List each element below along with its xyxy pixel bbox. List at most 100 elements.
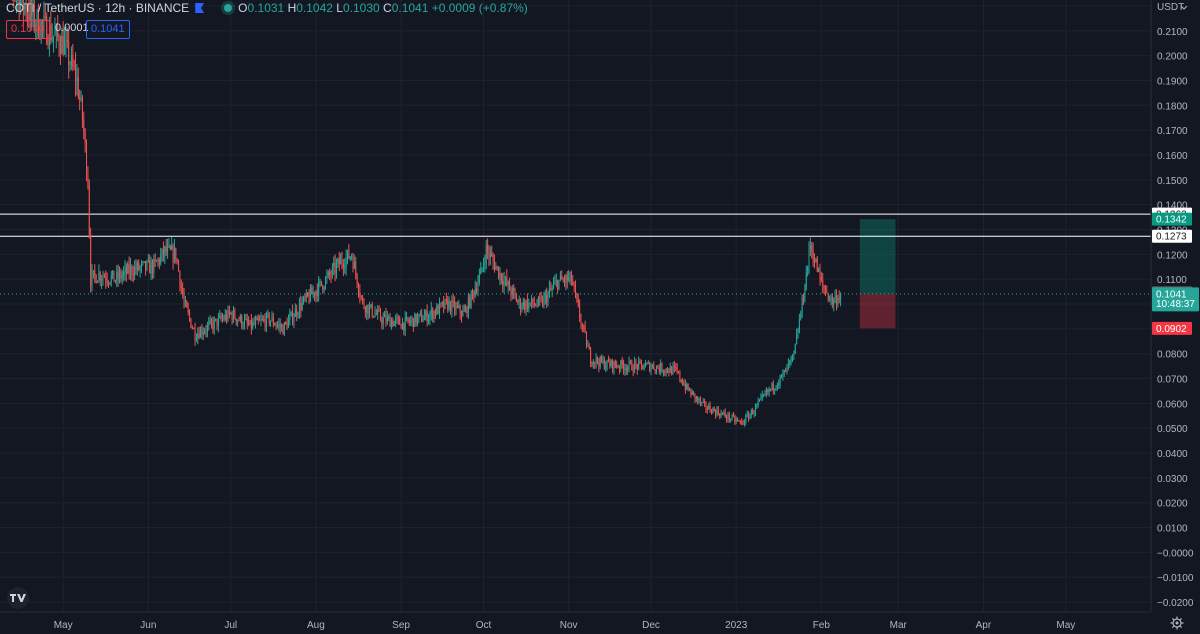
candle-body [831,295,833,305]
candle-body [142,261,144,264]
candle [375,308,377,316]
candle-body [800,313,802,320]
candle [759,398,761,402]
candle [612,358,614,374]
candle [61,27,63,55]
candle-body [143,261,145,263]
candle [183,288,185,309]
sell-button[interactable]: 0.1040 [6,20,50,39]
candle-body [531,298,533,304]
candle-body [506,277,508,285]
long-position-tool[interactable] [859,219,896,329]
candle [726,414,728,423]
candle-body [33,5,35,27]
symbol-title[interactable]: COTI / TetherUS · 12h · BINANCE [6,1,190,15]
candle [392,317,394,328]
candle-body [833,299,835,305]
candle [382,312,384,330]
buy-button[interactable]: 0.1041 [86,20,130,39]
candle [263,315,265,323]
time-axis[interactable] [0,612,1151,634]
candle-body [316,291,318,296]
candle-body [470,290,472,308]
candle-body [671,366,673,375]
candle-body [439,302,441,314]
candle [64,27,66,55]
candle [357,282,359,298]
candle [808,241,810,275]
candle-body [211,320,213,323]
candle-body [803,297,805,300]
candle-body [724,412,726,417]
candle-body [267,313,269,315]
candle-body [577,298,579,306]
candle-body [705,402,707,409]
candle-body [536,304,538,306]
candle [352,252,354,273]
y-tick-label: 0.0600 [1157,399,1188,410]
candle [400,323,402,329]
candle [14,0,16,3]
candle [546,287,548,309]
candle-body [551,287,553,290]
candle [330,270,332,284]
candle [673,360,675,373]
candle [21,0,23,6]
candle-body [720,412,722,417]
stop-price-tag: 0.0902 [1152,321,1192,335]
candle [298,297,300,319]
candle [307,291,309,298]
candle-body [241,315,243,326]
candle [724,408,726,419]
candle-body [378,310,380,312]
candle [172,243,174,270]
candle [259,315,261,322]
candle [498,266,500,280]
candle [491,245,493,257]
tradingview-logo[interactable] [5,587,31,609]
candle [145,260,147,276]
candle-body [404,317,406,331]
candle-body [65,39,67,42]
candle [223,314,225,322]
x-axis-ticks: May Jun Jul Aug Sep Oct Nov Dec 2023 Feb Mar Apr May [54,620,1076,631]
flag-icon[interactable] [195,3,205,13]
candle-body [97,281,99,284]
candle [657,365,659,369]
candle-body [366,305,368,313]
settings-gear-icon[interactable] [1170,616,1184,630]
candle [665,368,667,377]
candle-body [594,361,596,364]
candle [645,359,647,368]
candle-body [125,267,127,274]
candle-body [292,311,294,322]
loss-zone [859,293,896,329]
candle [760,393,762,401]
candle [547,290,549,307]
candle-body [481,267,483,269]
candle [268,311,270,327]
currency-menu[interactable]: USDT [1152,0,1200,13]
candle [282,323,284,335]
candle [316,283,318,302]
candle-body [437,305,439,314]
candle [514,287,516,300]
candle-body [189,312,191,319]
candle [47,33,49,50]
candle-body [198,333,200,338]
candle [693,391,695,397]
candle [818,267,820,273]
candle-body [384,314,386,318]
candle-body [458,305,460,308]
candle-body [392,320,394,326]
candle [77,67,79,100]
y-tick-label: −0.0000 [1157,548,1194,559]
candle [561,270,563,280]
horizontal-lines[interactable] [0,213,1151,237]
candle-body [371,304,373,316]
candle-body [64,41,66,55]
candle [205,324,207,338]
candle-body [735,419,737,422]
candle-body [613,361,615,370]
